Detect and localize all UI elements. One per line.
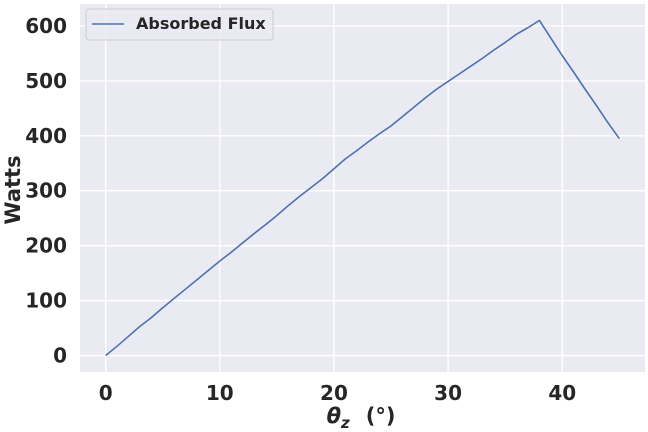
y-tick-labels: 0 100 200 300 400 500 600 [25,14,67,368]
x-axis-label-unit: (°) [366,404,396,428]
x-axis-label-subscript: z [340,414,350,432]
y-tick-label: 100 [25,289,67,313]
y-axis-label: Watts [1,155,25,224]
series-line-0 [105,19,620,357]
y-tick-label: 600 [25,14,67,38]
y-tick-label: 500 [25,69,67,93]
x-tick-label: 0 [99,381,113,405]
y-tick-label: 200 [25,234,67,258]
x-tick-label: 20 [320,381,348,405]
series-layer [105,19,620,357]
y-tick-label: 0 [53,344,67,368]
y-tick-label: 300 [25,179,67,203]
x-tick-label: 30 [434,381,462,405]
x-axis-label: θz (°) [327,404,396,432]
legend-box [85,8,274,41]
x-axis-label-symbol: θ [327,404,341,428]
legend-label-absorbed-flux: Absorbed Flux [136,14,266,33]
x-tick-label: 10 [206,381,234,405]
x-tick-label: 40 [548,381,576,405]
plot-background [80,4,645,372]
x-tick-labels: 0 10 20 30 40 [99,381,576,405]
legend: Absorbed Flux [85,8,274,41]
y-tick-label: 400 [25,124,67,148]
